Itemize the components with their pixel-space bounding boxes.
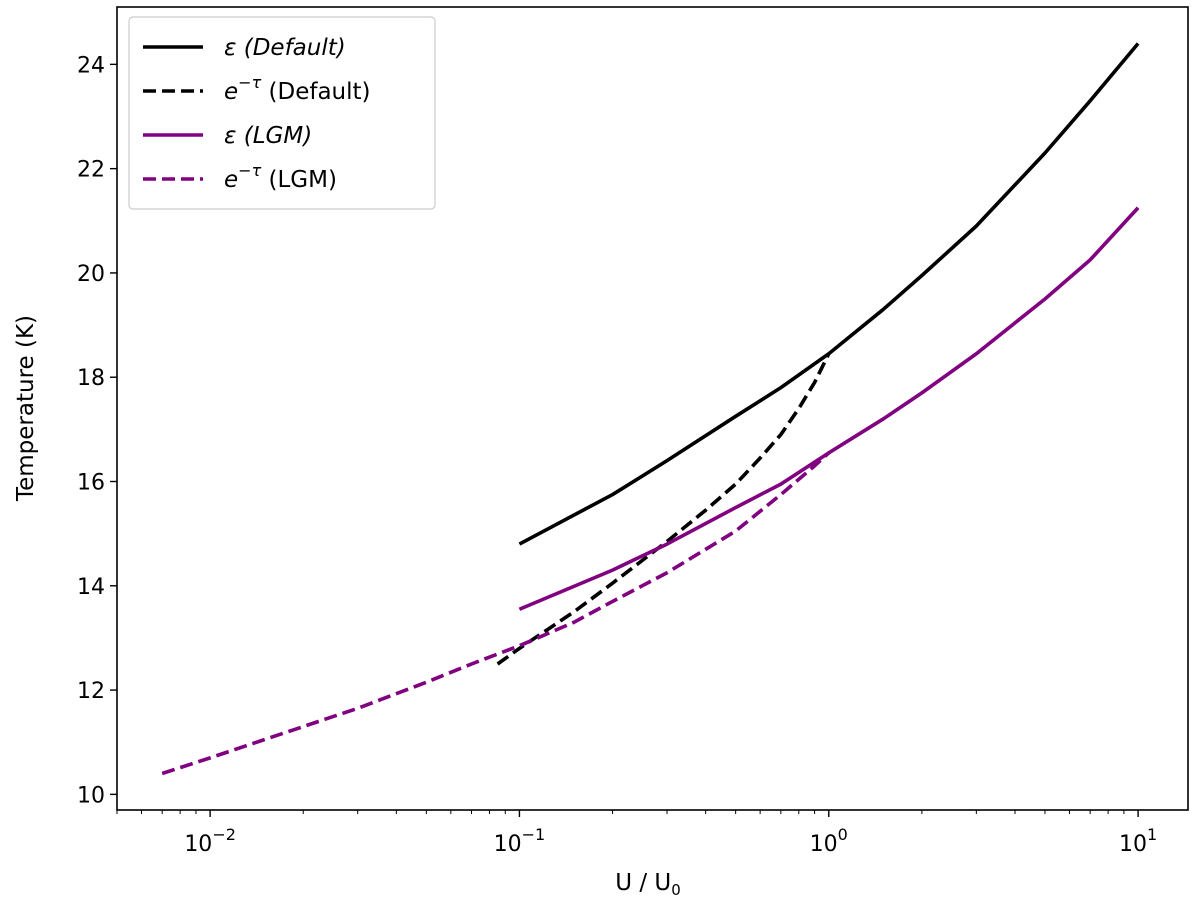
y-tick-label: 18	[77, 366, 105, 391]
x-tick-label: 101	[1119, 825, 1157, 857]
series-line-1	[496, 352, 831, 666]
legend-label-3: e−τ (LGM)	[224, 161, 337, 193]
legend-label-0: ε (Default)	[224, 35, 346, 61]
y-tick-label: 24	[77, 53, 105, 78]
plot-frame	[116, 6, 1189, 811]
y-tick-label: 16	[77, 471, 105, 496]
legend: ε (Default) e−τ (Default) ε (LGM) e−τ (LGM)	[128, 16, 436, 210]
x-axis-label: U / U0	[615, 870, 681, 899]
legend-box	[128, 16, 436, 210]
x-tick-label: 100	[810, 825, 848, 857]
y-axis-label: Temperature (K)	[13, 315, 39, 502]
legend-label-2: ε (LGM)	[224, 123, 312, 149]
series-line-0	[518, 42, 1140, 546]
y-tick-label: 10	[77, 783, 105, 808]
axis-ticks: 10 12 14 16 18 20 22 24 10−2 10−1 100 101	[77, 53, 1157, 857]
y-tick-label: 20	[77, 262, 105, 287]
x-axis-label-sub: 0	[671, 881, 681, 899]
x-axis-label-main: U / U	[615, 870, 671, 896]
y-tick-label: 12	[77, 679, 105, 704]
series-line-2	[518, 206, 1140, 611]
x-tick-label: 10−2	[184, 825, 236, 857]
series-line-3	[161, 451, 830, 776]
x-tick-label: 10−1	[494, 825, 546, 857]
legend-label-1: e−τ (Default)	[224, 73, 371, 105]
y-tick-label: 14	[77, 575, 105, 600]
y-tick-label: 22	[77, 158, 105, 183]
series-lines	[161, 42, 1140, 776]
